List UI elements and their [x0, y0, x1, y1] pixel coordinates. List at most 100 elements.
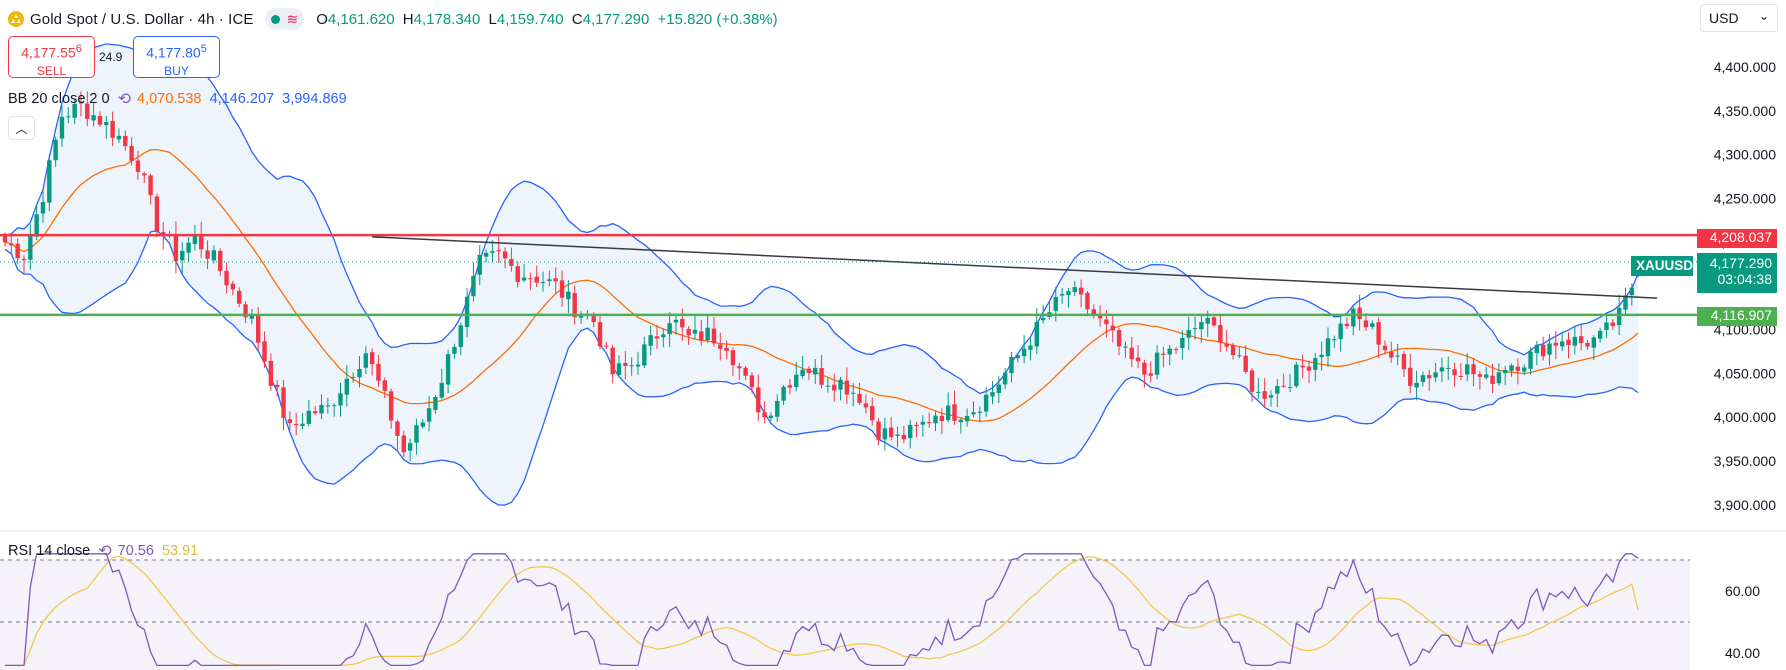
- candle-body: [1616, 307, 1622, 326]
- candle-body: [1294, 364, 1299, 387]
- candle-body: [192, 234, 198, 245]
- candle-body: [243, 304, 248, 318]
- candle-body: [762, 412, 767, 418]
- candle-body: [1262, 391, 1267, 399]
- collapse-legend-button[interactable]: ︿: [8, 116, 35, 140]
- buy-button[interactable]: 4,177.805 BUY: [133, 36, 220, 78]
- candle-body: [414, 425, 419, 443]
- candle-body: [1332, 339, 1337, 341]
- candle-body: [502, 251, 508, 259]
- candle-body: [1205, 317, 1210, 324]
- candle-body: [1540, 344, 1546, 357]
- candle-body: [787, 385, 793, 388]
- candle-body: [578, 314, 584, 318]
- bb-name: BB 20 close 2 0: [8, 91, 110, 107]
- candle-body: [110, 120, 115, 138]
- last-price-tag: 4,177.290 03:04:38: [1697, 253, 1777, 293]
- candle-body: [262, 341, 267, 362]
- buy-label: BUY: [164, 63, 189, 78]
- candle-body: [426, 408, 432, 422]
- refresh-icon[interactable]: ⟲: [98, 543, 112, 560]
- bollinger-upper-line: [4, 43, 1639, 395]
- candle-body: [838, 379, 843, 390]
- candle-body: [1066, 291, 1071, 296]
- resistance-price-tag: 4,208.037: [1697, 229, 1777, 248]
- price-tick-label: 4,400.000: [1714, 59, 1776, 75]
- candle-body: [1167, 348, 1172, 355]
- candle-body: [870, 406, 875, 421]
- candle-body: [123, 135, 128, 147]
- candle-body: [1287, 387, 1293, 389]
- candle-body: [1629, 287, 1635, 296]
- candle-body: [907, 424, 913, 439]
- candle-body: [1059, 294, 1065, 296]
- candle-body: [1072, 287, 1077, 293]
- rsi-legend[interactable]: RSI 14 close ⟲ 70.56 53.91: [8, 541, 198, 561]
- sell-button[interactable]: 4,177.556 SELL: [8, 36, 95, 78]
- candle-body: [566, 291, 571, 300]
- candle-body: [1623, 295, 1628, 310]
- candle-body: [382, 380, 387, 391]
- market-status-pill[interactable]: ≋: [265, 8, 305, 30]
- candle-body: [819, 368, 824, 385]
- candle-body: [661, 334, 666, 338]
- candle-body: [21, 258, 27, 261]
- candle-body: [958, 419, 964, 423]
- candle-body: [420, 422, 425, 427]
- candle-body: [889, 427, 894, 438]
- candle-body: [1300, 365, 1305, 368]
- candle-body: [104, 122, 109, 126]
- candle-body: [1509, 365, 1514, 371]
- candle-body: [1604, 322, 1609, 331]
- candle-body: [306, 410, 312, 424]
- bb-legend[interactable]: BB 20 close 2 0 ⟲ 4,070.538 4,146.207 3,…: [8, 89, 347, 109]
- symbol-title[interactable]: Gold Spot / U.S. Dollar · 4h · ICE: [30, 10, 254, 28]
- candle-body: [237, 290, 242, 304]
- candle-body: [1566, 339, 1571, 346]
- candle-body: [635, 364, 641, 367]
- candle-body: [945, 405, 951, 421]
- candle-body: [66, 116, 71, 118]
- candle-body: [724, 347, 729, 351]
- candle-body: [1351, 308, 1356, 327]
- candle-body: [832, 384, 837, 391]
- candle-body: [1154, 352, 1160, 375]
- last-price: 4,177.290: [1709, 255, 1772, 271]
- candle-body: [952, 404, 957, 421]
- candle-body: [1389, 351, 1394, 358]
- ohlc-close-key: C: [571, 10, 583, 28]
- candle-body: [1610, 322, 1616, 327]
- ohlc-low-key: L: [488, 10, 497, 28]
- rsi-value: 70.56: [117, 543, 154, 559]
- ohlc-open-key: O: [316, 10, 328, 28]
- candle-body: [331, 405, 337, 407]
- price-pane[interactable]: [0, 43, 1697, 506]
- trendline[interactable]: [372, 236, 1658, 299]
- price-tick-label: 4,300.000: [1714, 147, 1776, 163]
- ohlc-high-value: 4,178.340: [413, 10, 481, 28]
- candle-body: [914, 424, 919, 427]
- candle-body: [1116, 330, 1122, 347]
- gold-coin-icon: [8, 11, 24, 27]
- candle-body: [851, 392, 856, 394]
- candle-body: [249, 315, 255, 319]
- candle-body: [180, 250, 185, 261]
- candle-body: [325, 405, 331, 407]
- candle-body: [844, 380, 850, 395]
- price-change: +15.820 (+0.38%): [657, 10, 778, 28]
- candle-body: [1325, 338, 1331, 357]
- chevron-up-icon: ︿: [15, 121, 28, 136]
- tilde-wave-icon: ≋: [286, 10, 299, 27]
- candle-body: [699, 331, 704, 341]
- currency-select[interactable]: USD ⌄: [1700, 4, 1778, 32]
- candle-body: [1161, 353, 1166, 355]
- candle-body: [129, 145, 134, 161]
- rsi-pane[interactable]: 60.00 40.00: [0, 553, 1760, 670]
- symbol-header: Gold Spot / U.S. Dollar · 4h · ICE ≋ O 4,…: [8, 8, 782, 30]
- candle-body: [749, 375, 755, 388]
- price-tick-label: 4,000.000: [1714, 409, 1776, 425]
- candle-body: [977, 411, 983, 413]
- refresh-icon[interactable]: ⟲: [117, 91, 131, 108]
- candle-body: [205, 250, 210, 259]
